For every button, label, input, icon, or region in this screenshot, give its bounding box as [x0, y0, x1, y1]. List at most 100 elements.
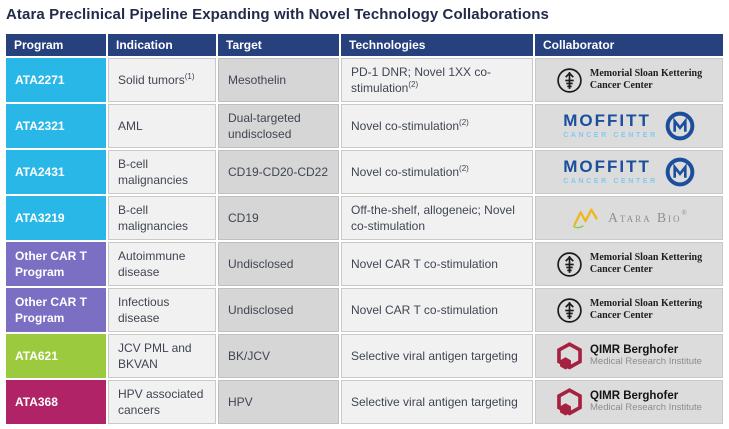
msk-logo: Memorial Sloan Kettering Cancer Center [540, 67, 718, 94]
msk-icon [557, 297, 582, 323]
collaborator-cell: MOFFITT CANCER CENTER [535, 150, 723, 194]
moffitt-logo: MOFFITT CANCER CENTER [540, 157, 718, 187]
target-cell-text: Dual-targeted undisclosed [228, 110, 301, 141]
column-header-indication: Indication [108, 34, 216, 56]
collaborator-cell: Memorial Sloan Kettering Cancer Center [535, 288, 723, 332]
atara-wordmark: Atara Bio [608, 209, 682, 225]
page-title: Atara Preclinical Pipeline Expanding wit… [6, 6, 549, 23]
pipeline-table: Program Indication Target Technologies Colla… [4, 32, 725, 426]
collaborator-cell: MOFFITT CANCER CENTER [535, 104, 723, 148]
qimr-logo-text: QIMR Berghofer Medical Research Institut… [590, 390, 702, 414]
qimr-line2: Medical Research Institute [590, 356, 702, 368]
target-cell: HPV [218, 380, 339, 424]
qimr-hexagon-icon [557, 387, 582, 416]
target-cell-text: Mesothelin [228, 72, 287, 87]
indication-cell-text: Infectious disease [118, 294, 170, 325]
technologies-cell-text: Selective viral antigen targeting [351, 348, 518, 363]
msk-logo-text: Memorial Sloan Kettering Cancer Center [590, 252, 702, 276]
moffitt-m-icon [665, 157, 695, 187]
indication-cell: Infectious disease [108, 288, 216, 332]
msk-line1: Memorial Sloan Kettering [589, 252, 703, 263]
indication-cell: JCV PML and BKVAN [108, 334, 216, 378]
technologies-cell: Novel CAR T co-stimulation [341, 242, 533, 286]
registered-mark-icon: ® [681, 208, 687, 217]
collaborator-cell: QIMR Berghofer Medical Research Institut… [535, 334, 723, 378]
msk-line2: Cancer Center [589, 264, 653, 275]
program-cell-text: ATA621 [15, 348, 58, 363]
program-cell: ATA368 [6, 380, 106, 424]
qimr-line2: Medical Research Institute [590, 402, 702, 414]
moffitt-logo-text: MOFFITT CANCER CENTER [563, 112, 657, 140]
footnote-marker: (2) [408, 80, 419, 89]
technologies-cell: Novel co-stimulation(2) [341, 150, 533, 194]
collaborator-cell: Atara Bio® [535, 196, 723, 240]
target-cell: Undisclosed [218, 288, 339, 332]
program-cell-text: Other CAR T Program [15, 294, 87, 325]
target-cell-text: CD19-CD20-CD22 [228, 164, 329, 179]
technologies-cell-text: Novel co-stimulation [351, 118, 460, 133]
indication-cell: HPV associated cancers [108, 380, 216, 424]
moffitt-line1: MOFFITT [563, 156, 651, 176]
program-cell: ATA3219 [6, 196, 106, 240]
indication-cell-text: HPV associated cancers [118, 386, 204, 417]
table-row: ATA621 JCV PML and BKVAN BK/JCV Selective v… [6, 334, 723, 378]
indication-cell: AML [108, 104, 216, 148]
column-header-program: Program [6, 34, 106, 56]
technologies-cell: Selective viral antigen targeting [341, 380, 533, 424]
moffitt-logo-text: MOFFITT CANCER CENTER [563, 158, 657, 186]
qimr-line1: QIMR Berghofer [590, 343, 679, 356]
qimr-berghofer-logo: QIMR Berghofer Medical Research Institut… [540, 341, 718, 371]
program-cell-text: Other CAR T Program [15, 248, 87, 279]
qimr-logo-text: QIMR Berghofer Medical Research Institut… [590, 344, 702, 368]
target-cell: Mesothelin [218, 58, 339, 102]
target-cell-text: HPV [228, 394, 253, 409]
program-cell-text: ATA2271 [15, 72, 65, 87]
qimr-berghofer-logo: QIMR Berghofer Medical Research Institut… [540, 387, 718, 417]
table-row: ATA3219 B-cell malignancies CD19 Off-the-sh… [6, 196, 723, 240]
table-row: ATA368 HPV associated cancers HPV Selective… [6, 380, 723, 424]
msk-line1: Memorial Sloan Kettering [589, 298, 703, 309]
technologies-cell-text: Off-the-shelf, allogeneic; Novel co-stim… [351, 202, 515, 233]
msk-logo: Memorial Sloan Kettering Cancer Center [540, 297, 718, 324]
atara-logo-text: Atara Bio® [608, 209, 687, 227]
table-row: ATA2431 B-cell malignancies CD19-CD20-CD22… [6, 150, 723, 194]
footnote-marker: (2) [459, 163, 469, 173]
program-cell: Other CAR T Program [6, 288, 106, 332]
indication-cell-text: Solid tumors [118, 72, 185, 87]
indication-cell: Autoimmune disease [108, 242, 216, 286]
target-cell: CD19-CD20-CD22 [218, 150, 339, 194]
moffitt-line2: CANCER CENTER [563, 131, 658, 139]
msk-icon [557, 67, 582, 93]
indication-cell-text: AML [118, 118, 143, 133]
atara-bio-logo: Atara Bio® [540, 205, 718, 232]
technologies-cell: Off-the-shelf, allogeneic; Novel co-stim… [341, 196, 533, 240]
indication-cell: B-cell malignancies [108, 196, 216, 240]
table-row: Other CAR T Program Autoimmune disease Und… [6, 242, 723, 286]
msk-line1: Memorial Sloan Kettering [589, 68, 703, 79]
table-row: ATA2321 AML Dual-targeted undisclosed Novel… [6, 104, 723, 148]
moffitt-m-icon [665, 111, 695, 141]
target-cell: BK/JCV [218, 334, 339, 378]
technologies-cell: Novel co-stimulation(2) [341, 104, 533, 148]
program-cell: ATA2271 [6, 58, 106, 102]
technologies-cell: Novel CAR T co-stimulation [341, 288, 533, 332]
technologies-cell: PD-1 DNR; Novel 1XX co-stimulation(2) [341, 58, 533, 102]
msk-icon [557, 251, 582, 277]
technologies-cell-text: Novel co-stimulation [351, 164, 460, 179]
column-header-technologies: Technologies [341, 34, 533, 56]
program-cell-text: ATA2431 [15, 164, 65, 179]
technologies-cell-text: PD-1 DNR; Novel 1XX co-stimulation [351, 64, 492, 95]
collaborator-cell: Memorial Sloan Kettering Cancer Center [535, 58, 723, 102]
footnote-marker: (1) [184, 71, 195, 81]
table-row: Other CAR T Program Infectious disease Und… [6, 288, 723, 332]
technologies-cell-text: Novel CAR T co-stimulation [351, 256, 498, 271]
collaborator-cell: Memorial Sloan Kettering Cancer Center [535, 242, 723, 286]
msk-logo: Memorial Sloan Kettering Cancer Center [540, 251, 718, 278]
target-cell-text: CD19 [228, 210, 259, 225]
technologies-cell-text: Selective viral antigen targeting [351, 394, 518, 409]
program-cell-text: ATA368 [15, 394, 58, 409]
indication-cell-text: Autoimmune disease [118, 248, 186, 279]
program-cell-text: ATA2321 [15, 118, 65, 133]
column-header-target: Target [218, 34, 339, 56]
moffitt-line1: MOFFITT [563, 110, 651, 130]
